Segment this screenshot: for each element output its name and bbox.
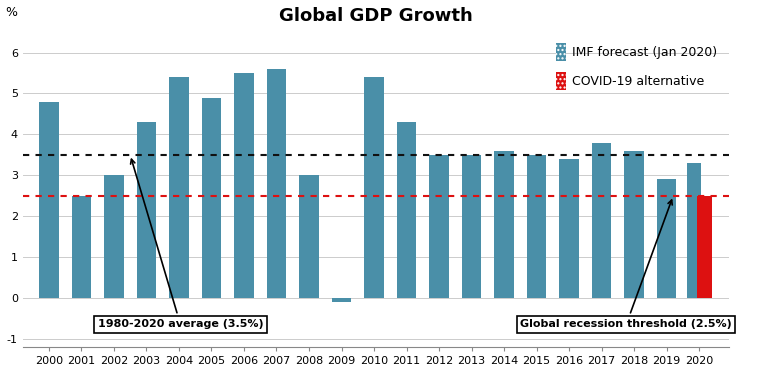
Bar: [429, 155, 449, 298]
Bar: [527, 155, 547, 298]
Bar: [657, 179, 676, 298]
Legend: IMF forecast (Jan 2020), COVID-19 alternative: IMF forecast (Jan 2020), COVID-19 altern…: [551, 38, 722, 95]
Bar: [687, 163, 702, 298]
Bar: [169, 77, 189, 298]
Bar: [299, 175, 318, 298]
Bar: [462, 155, 481, 298]
Text: %: %: [5, 6, 17, 19]
Bar: [697, 196, 712, 298]
Bar: [625, 151, 644, 298]
Bar: [332, 298, 352, 302]
Bar: [72, 196, 91, 298]
Text: 1980-2020 average (3.5%): 1980-2020 average (3.5%): [98, 159, 263, 329]
Bar: [136, 122, 157, 298]
Bar: [234, 73, 254, 298]
Bar: [494, 151, 514, 298]
Bar: [104, 175, 123, 298]
Bar: [202, 97, 221, 298]
Bar: [592, 142, 611, 298]
Bar: [364, 77, 384, 298]
Text: Global recession threshold (2.5%): Global recession threshold (2.5%): [520, 200, 732, 329]
Title: Global GDP Growth: Global GDP Growth: [279, 7, 473, 25]
Bar: [397, 122, 416, 298]
Bar: [39, 101, 59, 298]
Bar: [560, 159, 579, 298]
Bar: [267, 69, 286, 298]
